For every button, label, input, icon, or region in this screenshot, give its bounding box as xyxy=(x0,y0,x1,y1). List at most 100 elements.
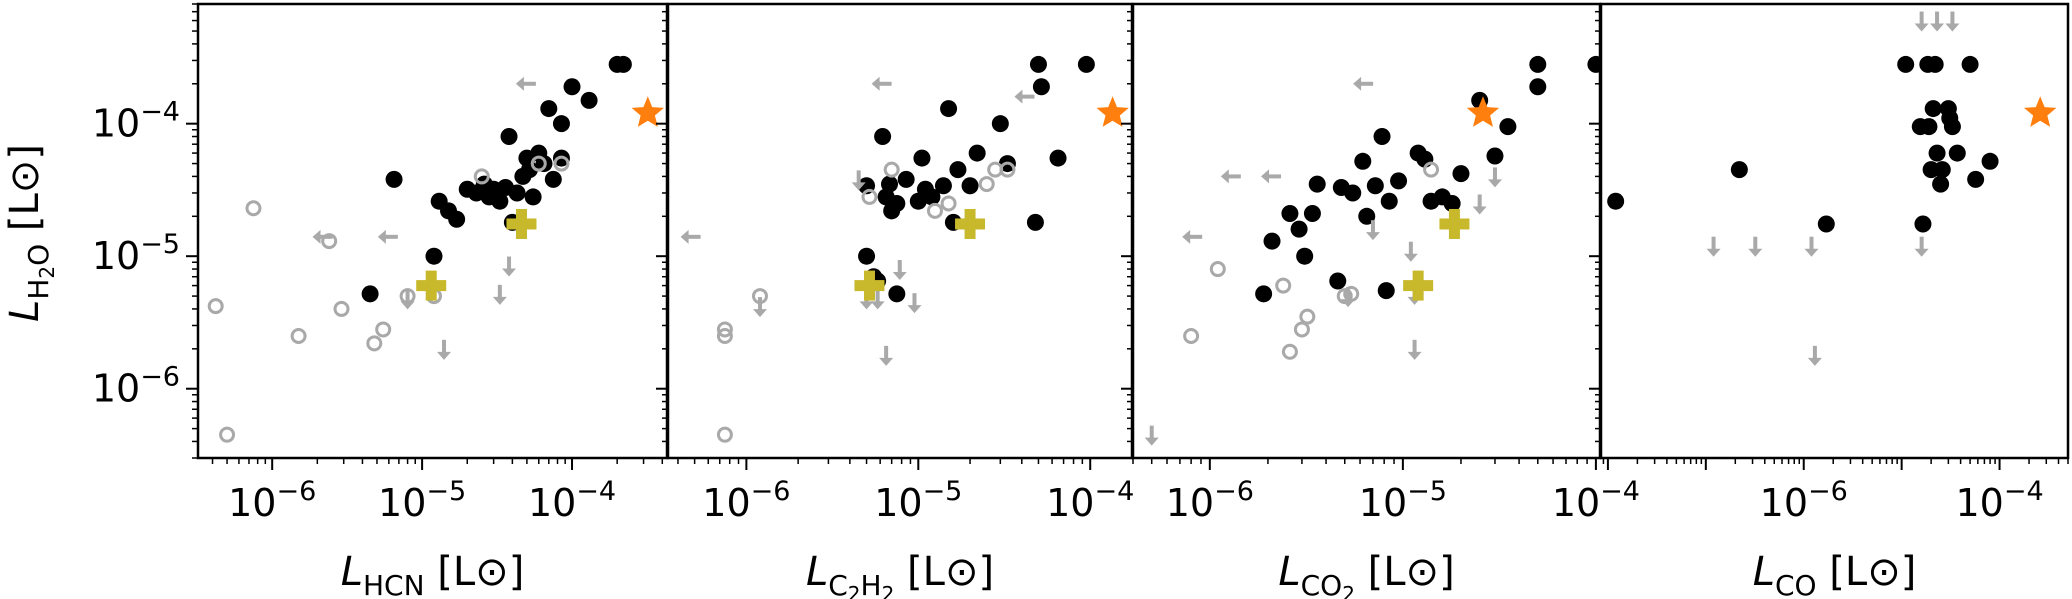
y-axis-label-close: ] xyxy=(2,144,48,160)
arrow-head xyxy=(492,296,507,305)
detection-point xyxy=(1967,170,1985,188)
detection-point xyxy=(1914,215,1932,233)
non-detection-point xyxy=(716,426,733,443)
detection-point xyxy=(491,192,509,210)
upper-limit-down-arrow xyxy=(1914,236,1929,257)
arrow-head xyxy=(892,272,907,281)
x-tick-label-base: 10 xyxy=(1046,481,1094,525)
arrow-head xyxy=(1930,23,1945,32)
detection-point xyxy=(940,100,958,118)
x-tick-label-exp: −5 xyxy=(923,476,963,507)
non-detection-point xyxy=(716,321,733,338)
upper-limit-left-arrow xyxy=(1353,76,1374,91)
upper-limit-down-arrow xyxy=(1365,220,1380,241)
detection-point xyxy=(500,128,518,146)
x-axis-label-close: ] xyxy=(1901,549,1917,595)
upper-limit-left-arrow xyxy=(1014,89,1035,104)
detection-point xyxy=(1529,78,1547,96)
reference-plus-marker xyxy=(416,270,447,301)
upper-limit-left-arrow xyxy=(1220,169,1241,184)
x-tick-label-base: 10 xyxy=(702,481,750,525)
plus-vertical xyxy=(964,208,976,239)
detection-point xyxy=(361,285,379,303)
detection-point xyxy=(923,188,941,206)
arrow-head xyxy=(1014,89,1023,104)
detection-point xyxy=(1817,215,1835,233)
arrow-head xyxy=(1807,357,1822,366)
y-tick-label: 10−4 xyxy=(92,97,180,146)
x-axis-label-sub: C xyxy=(828,569,848,599)
detection-point xyxy=(1452,165,1470,183)
upper-limit-down-arrow xyxy=(892,260,907,281)
detection-point xyxy=(1920,118,1938,136)
x-axis-label-close: ] xyxy=(509,549,525,595)
detection-point xyxy=(1344,184,1362,202)
detection-point xyxy=(1366,177,1384,195)
detection-point xyxy=(1961,55,1979,73)
reference-star-marker xyxy=(1466,96,1500,127)
upper-limit-down-arrow xyxy=(1487,167,1502,188)
arrow-head xyxy=(515,76,524,91)
panel-frame xyxy=(1131,2,1602,460)
non-detection-point xyxy=(473,168,490,185)
x-axis-label-close: ] xyxy=(978,549,994,595)
non-detection-point xyxy=(553,155,570,172)
non-detection-point xyxy=(999,161,1016,178)
detection-point xyxy=(888,285,906,303)
detection-point xyxy=(1373,128,1391,146)
upper-limit-left-arrow xyxy=(680,229,701,244)
detection-point xyxy=(888,194,906,212)
detection-point xyxy=(1981,152,1999,170)
detection-point xyxy=(1607,192,1625,210)
arrow-head xyxy=(312,229,321,244)
arrow-head xyxy=(1487,179,1502,188)
x-tick-label: 10−4 xyxy=(1955,476,2043,525)
detection-point xyxy=(961,177,979,195)
detection-point xyxy=(580,91,598,109)
x-axis-label: LHCN [L⊙] xyxy=(341,549,525,599)
upper-limit-left-arrow xyxy=(312,229,333,244)
x-axis-label-unit: [L xyxy=(425,549,476,595)
detection-point xyxy=(1380,192,1398,210)
x-axis-label-sub: CO xyxy=(1301,569,1343,599)
x-axis-label-sub-b: H xyxy=(861,569,882,599)
non-detection-point xyxy=(883,161,900,178)
x-tick-label-base: 10 xyxy=(1760,481,1808,525)
detection-point xyxy=(1443,194,1461,212)
upper-limit-down-arrow xyxy=(1144,425,1159,446)
panel-points xyxy=(207,55,664,443)
non-detection-point xyxy=(1293,321,1310,338)
arrow-head xyxy=(907,305,922,314)
x-axis-label-main: L xyxy=(1278,549,1300,595)
x-tick-label-base: 10 xyxy=(1955,481,2003,525)
x-axis-label-close: ] xyxy=(1439,549,1455,595)
x-tick-label-exp: −4 xyxy=(1600,476,1640,507)
panel-frame xyxy=(1599,2,2070,460)
non-detection-point xyxy=(861,188,878,205)
x-axis-label-sub: HCN xyxy=(363,569,425,599)
y-axis-label-sub: H xyxy=(22,279,55,300)
detection-point xyxy=(1329,272,1347,290)
plus-vertical xyxy=(515,208,527,239)
x-tick-label: 10−5 xyxy=(874,476,962,525)
arrow-head xyxy=(1182,229,1191,244)
upper-limit-down-arrow xyxy=(1403,241,1418,262)
non-detection-point xyxy=(926,202,943,219)
arrow-head xyxy=(400,301,415,310)
upper-limit-down-arrow xyxy=(752,297,767,318)
x-axis-label-main: L xyxy=(806,549,828,595)
x-tick-label-base: 10 xyxy=(228,481,276,525)
x-axis-label-sun: ⊙ xyxy=(1406,549,1440,595)
plus-vertical xyxy=(863,270,875,301)
y-tick-label-exp: −6 xyxy=(140,362,180,393)
x-tick-label-exp: −4 xyxy=(2004,476,2044,507)
non-detection-point xyxy=(978,176,995,193)
y-axis-label-sub3: O xyxy=(22,244,55,266)
upper-limit-down-arrow xyxy=(1804,236,1819,257)
x-tick-label: 10−4 xyxy=(528,476,616,525)
x-tick-label-exp: −6 xyxy=(1214,476,1254,507)
reference-star-marker xyxy=(631,96,664,127)
detection-point xyxy=(1943,118,1961,136)
